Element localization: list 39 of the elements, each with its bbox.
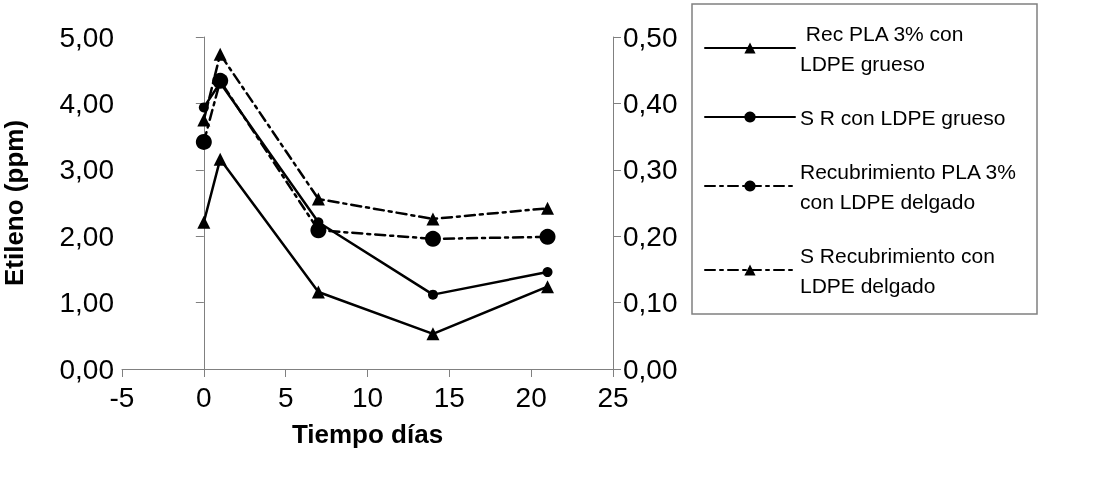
x-tick-label: 5	[277, 381, 294, 413]
x-tick-label: 20	[515, 381, 547, 413]
x-tick-label: 15	[433, 381, 465, 413]
y-tick-label: 3,00	[59, 154, 114, 186]
y-tick-label: 5,00	[59, 21, 114, 53]
x-axis-title: Tiempo días	[291, 419, 444, 449]
point	[195, 133, 212, 150]
point	[213, 152, 227, 166]
y-tick-label: 1,00	[59, 287, 114, 319]
y2-tick-label: 0,30	[623, 154, 678, 186]
point	[541, 280, 555, 294]
point	[542, 267, 553, 278]
point	[424, 230, 441, 247]
point	[541, 201, 555, 215]
point	[426, 212, 440, 226]
point	[212, 72, 229, 89]
legend-label: S Recubrimiento con LDPE delgado	[800, 243, 1001, 297]
point	[427, 289, 438, 300]
point	[426, 327, 440, 341]
point	[198, 102, 209, 113]
y2-tick-label: 0,10	[623, 287, 678, 319]
point	[310, 222, 327, 239]
x-tick-label: 0	[196, 381, 212, 413]
point	[311, 285, 325, 299]
legend-label: Recubrimiento PLA 3% con LDPE delgado	[800, 159, 1022, 213]
x-tick-label: 10	[351, 381, 384, 413]
point	[197, 215, 211, 229]
point	[213, 47, 227, 61]
legend-label: S R con LDPE grueso	[800, 105, 1006, 129]
y2-tick-label: 0,20	[623, 220, 678, 252]
y-axis-title: Etileno (ppm)	[0, 119, 29, 287]
point	[311, 192, 325, 206]
y2-tick-label: 0,50	[623, 21, 678, 53]
point	[197, 113, 211, 127]
point	[539, 228, 556, 245]
y-tick-label: 4,00	[59, 87, 114, 119]
y-tick-label: 2,00	[59, 220, 114, 252]
y2-tick-label: 0,40	[623, 87, 678, 119]
legend-label: Rec PLA 3% con LDPE grueso	[800, 21, 970, 75]
